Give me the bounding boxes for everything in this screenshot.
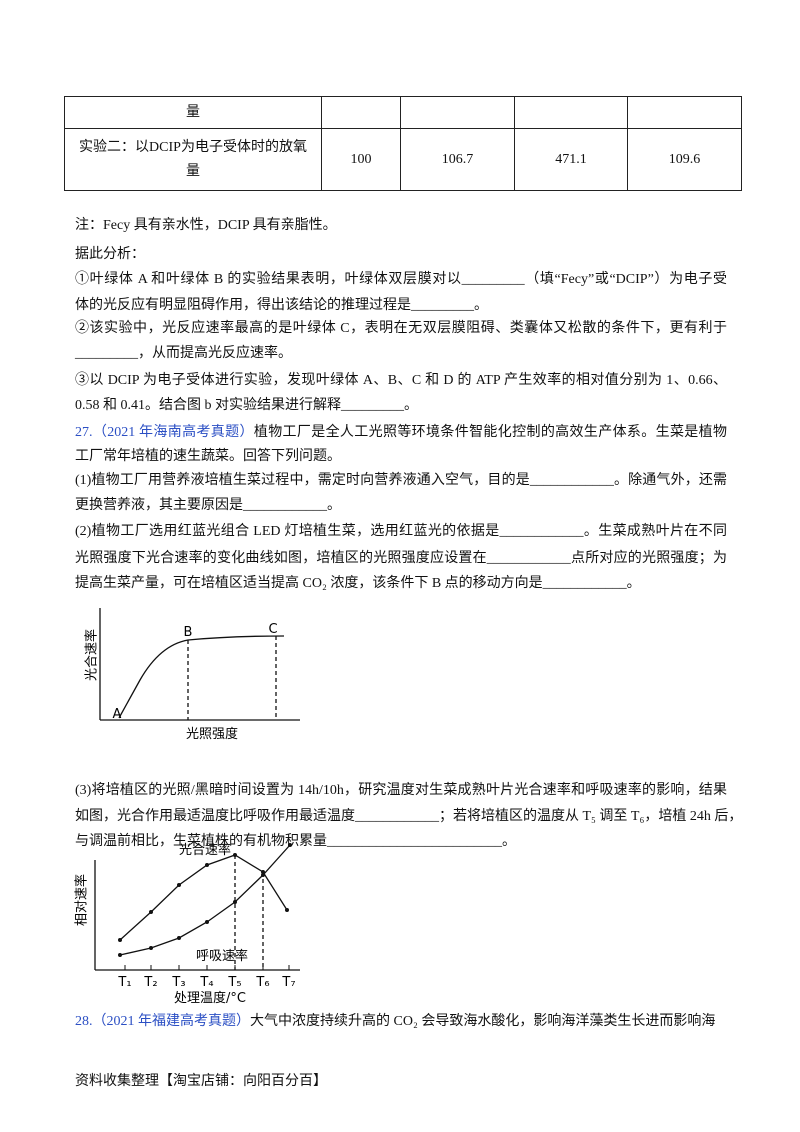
data-table: 量 实验二：以DCIP为电子受体时的放氧量 100 106.7 471.1 10…: [64, 96, 742, 191]
text-line: (3)将培植区的光照/黑暗时间设置为 14h/10h，研究温度对生菜成熟叶片光合…: [75, 783, 727, 798]
tick-label: T₇: [281, 975, 295, 990]
text-line: 注：Fecy 具有亲水性，DCIP 具有亲脂性。: [75, 218, 337, 233]
question-source: （2021 年福建高考真题）: [92, 1014, 251, 1029]
text-line: 据此分析：: [75, 247, 145, 262]
footer: 资料收集整理【淘宝店铺：向阳百分百】: [75, 1074, 327, 1089]
text-line: _________，从而提高光反应速率。: [75, 346, 292, 361]
tick-label: T₂: [143, 975, 157, 990]
tick-label: T₄: [199, 975, 213, 990]
table-cell: 100: [321, 128, 401, 191]
text-line: 工厂常年培植的速生蔬菜。回答下列问题。: [75, 449, 341, 464]
text-line: ③以 DCIP 为电子受体进行实验，发现叶绿体 A、B、C 和 D 的 ATP …: [75, 373, 727, 388]
axis-label: 光合速率: [84, 629, 100, 681]
text-line: 提高生菜产量，可在培植区适当提高 CO₂ 浓度，该条件下 B 点的移动方向是__…: [75, 576, 641, 591]
question-number: 28.: [75, 1014, 93, 1029]
table-cell: [627, 96, 742, 129]
table-cell: 106.7: [400, 128, 515, 191]
tick-label: T₅: [227, 975, 241, 990]
table-cell: 实验二：以DCIP为电子受体时的放氧量: [64, 128, 322, 191]
table-cell: [321, 96, 401, 129]
table-cell: 109.6: [627, 128, 742, 191]
point-label: C: [268, 622, 277, 637]
text-line: 27.（2021 年海南高考真题）植物工厂是全人工光照等环境条件智能化控制的高效…: [75, 423, 727, 443]
text-line: ①叶绿体 A 和叶绿体 B 的实验结果表明，叶绿体双层膜对以_________（…: [75, 272, 727, 287]
text-line: (1)植物工厂用营养液培植生菜过程中，需定时向营养液通入空气，目的是______…: [75, 473, 727, 488]
text-line: 如图，光合作用最适温度比呼吸作用最适温度____________；若将培植区的温…: [75, 809, 743, 824]
curve-label: 光合速率: [179, 842, 231, 858]
curve-label: 呼吸速率: [196, 948, 248, 964]
axis-label: 处理温度/°C: [174, 990, 246, 1006]
tick-label: T₆: [255, 975, 269, 990]
table-cell: 471.1: [514, 128, 628, 191]
point-label: B: [184, 625, 193, 640]
text-line: ②该实验中，光反应速率最高的是叶绿体 C，表明在无双层膜阻碍、类囊体又松散的条件…: [75, 321, 727, 336]
question-text: 植物工厂是全人工光照等环境条件智能化控制的高效生产体系。生菜是植物: [253, 425, 728, 440]
tick-label: T₁: [117, 975, 131, 990]
text-line: 光照强度下光合速率的变化曲线如图，培植区的光照强度应设置在___________…: [75, 551, 727, 566]
text-line: 与调温前相比，生菜植株的有机物积累量______________________…: [75, 834, 516, 849]
text-line: 体的光反应有明显阻碍作用，得出该结论的推理过程是_________。: [75, 298, 488, 313]
axis-label: 光照强度: [186, 726, 238, 742]
point-label: A: [113, 707, 122, 722]
question-number: 27.: [75, 425, 93, 440]
question-source: （2021 年海南高考真题）: [92, 425, 254, 440]
axis-label: 相对速率: [74, 874, 90, 926]
text-line: (2)植物工厂选用红蓝光组合 LED 灯培植生菜，选用红蓝光的依据是______…: [75, 524, 727, 539]
tick-label: T₃: [171, 975, 185, 990]
text-line: 0.58 和 0.41。结合图 b 对实验结果进行解释_________。: [75, 398, 418, 413]
question-text: 大气中浓度持续升高的 CO₂ 会导致海水酸化，影响海洋藻类生长进而影响海: [250, 1014, 716, 1029]
text-line: 28.（2021 年福建高考真题）大气中浓度持续升高的 CO₂ 会导致海水酸化，…: [75, 1012, 727, 1032]
text-line: 更换营养液，其主要原因是____________。: [75, 498, 341, 513]
